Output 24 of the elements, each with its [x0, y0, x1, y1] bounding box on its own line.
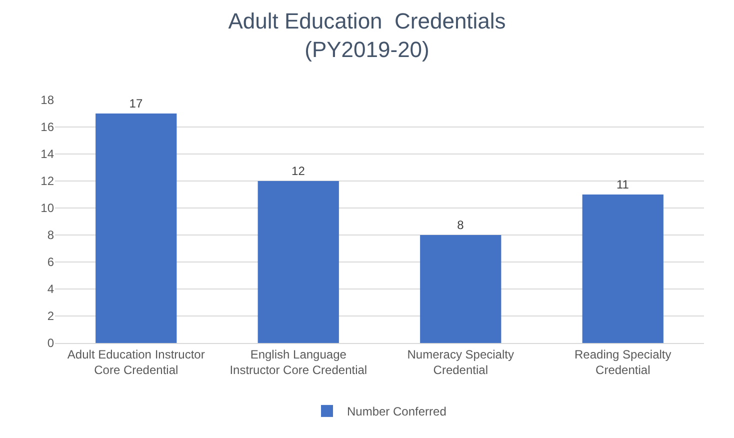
y-tick-label: 14 — [40, 147, 54, 162]
y-tick-label: 0 — [47, 336, 54, 350]
bar — [258, 181, 339, 343]
chart-title: Adult Education Credentials (PY2019-20) — [228, 8, 506, 62]
y-tick-label: 12 — [40, 174, 54, 188]
legend-label: Number Conferred — [347, 404, 446, 419]
y-tick-label: 4 — [47, 282, 54, 296]
y-tick-label: 8 — [47, 228, 54, 242]
bar — [96, 114, 177, 343]
x-tick-label: Adult Education Instructor Core Credential — [67, 347, 205, 377]
y-tick-label: 6 — [47, 255, 54, 270]
y-tick-label: 10 — [40, 201, 54, 216]
data-label: 17 — [129, 96, 143, 110]
x-tick-label: Reading Specialty Credential — [574, 347, 672, 377]
data-label: 11 — [616, 178, 630, 192]
y-tick-label: 2 — [47, 309, 54, 324]
data-label: 8 — [457, 218, 464, 232]
x-tick-label: Numeracy Specialty Credential — [407, 347, 514, 377]
y-tick-label: 16 — [40, 120, 54, 134]
bar — [582, 194, 664, 343]
x-tick-label: English Language Instructor Core Credential — [230, 347, 368, 377]
y-tick-label: 18 — [40, 93, 54, 108]
bar — [420, 235, 502, 343]
data-label: 12 — [292, 164, 306, 178]
